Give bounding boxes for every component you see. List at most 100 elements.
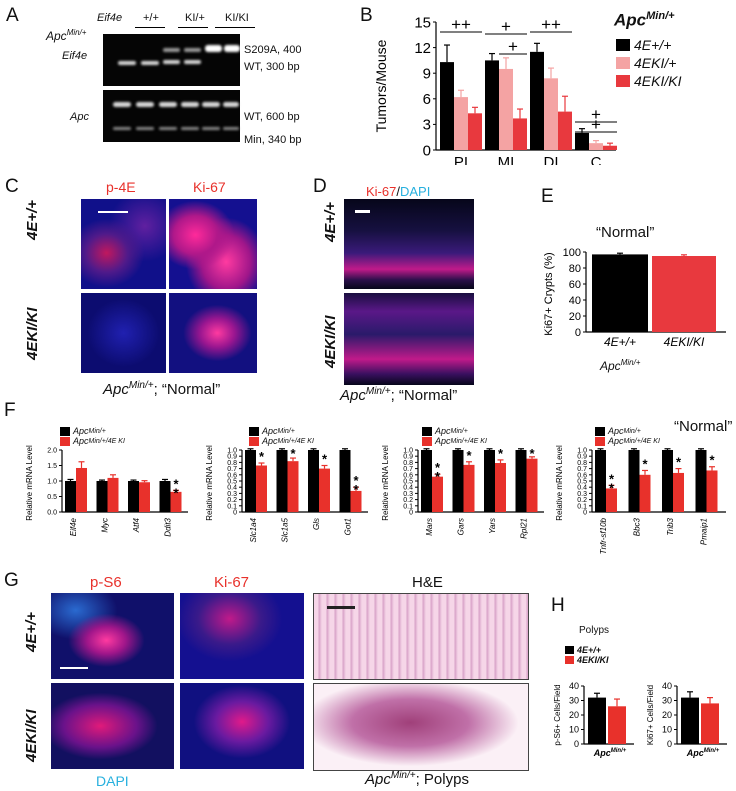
y-tick-label: 0.9 <box>227 454 237 461</box>
y-axis-label: Relative mRNA Level <box>555 445 564 521</box>
panel-h-label: H <box>551 595 565 616</box>
genotype-underline <box>135 27 165 28</box>
bar <box>128 481 139 512</box>
y-tick-label: 20 <box>569 710 579 720</box>
caption-g: ApcMin/+; Polyps <box>365 770 469 788</box>
bar <box>588 697 606 744</box>
bar <box>139 482 150 512</box>
y-axis-label: Ki67+ Cells/Field <box>646 685 655 745</box>
bar <box>170 491 182 512</box>
y-tick-label: 0.5 <box>577 478 587 485</box>
y-tick-label: 1.0 <box>227 447 237 454</box>
col-label-ps6: p-S6 <box>90 574 122 591</box>
y-tick-label: 0.9 <box>577 454 587 461</box>
y-tick-label: 0.7 <box>403 466 413 473</box>
y-tick-label: 40 <box>662 681 672 691</box>
chart-h-title: Polyps <box>579 625 610 636</box>
col-label-he: H&E <box>412 574 443 591</box>
y-tick-label: 0.7 <box>577 466 587 473</box>
legend-item: Apc Min/+ <box>595 426 660 436</box>
bar <box>287 461 299 512</box>
cross-label: ApcMin/+ <box>46 28 87 43</box>
y-tick-label: 1.0 <box>403 447 413 454</box>
significance-star: * <box>353 482 359 497</box>
x-tick-label: Got1 <box>344 518 353 535</box>
bar <box>681 697 699 744</box>
bar <box>575 132 589 150</box>
bar <box>595 450 606 512</box>
x-tick-label: DI <box>544 154 559 165</box>
row-label-ki: 4EKI/KI <box>322 315 339 368</box>
bar <box>96 481 108 512</box>
gel2-label: Apc <box>70 111 89 123</box>
col-label-ki67: Ki-67 <box>214 574 250 591</box>
legend-item: 4E+/+ <box>565 645 609 655</box>
y-tick-label: 0.8 <box>227 460 237 467</box>
row-label-ki: 4EKI/KI <box>23 709 40 762</box>
significance-star: * <box>709 453 715 468</box>
y-axis-label: Relative mRNA Level <box>25 445 34 521</box>
x-tick-label: Mars <box>425 518 434 536</box>
micrograph-p4e-wt <box>81 199 166 289</box>
y-tick-label: 1.0 <box>577 447 587 454</box>
y-tick-label: 0.4 <box>227 485 237 492</box>
x-tick-label: Eif4e <box>69 517 78 536</box>
legend-item: 4E+/+ <box>616 36 681 54</box>
x-tick-label: Rpl21 <box>520 518 529 539</box>
bar <box>107 477 119 512</box>
y-axis-label: Relative mRNA Level <box>381 445 390 521</box>
significance-star: * <box>642 456 648 471</box>
y-tick-label: 0 <box>583 509 587 516</box>
x-tick-label: MI <box>498 154 515 165</box>
bar <box>628 450 640 512</box>
ki67-cells-chart: Ki67+ Cells/Field 0 10 20 30 40 ApcMin/+ <box>646 681 727 758</box>
bar <box>592 254 648 332</box>
scale-bar <box>327 606 355 609</box>
significance-mark: + <box>501 17 511 36</box>
micrograph-ki67-dapi-wt <box>344 199 474 289</box>
micrograph-p4e-ki <box>81 293 166 373</box>
y-tick-label: 0.0 <box>47 509 57 516</box>
significance-star: * <box>609 480 615 495</box>
panel-g-label: G <box>4 570 19 591</box>
y-tick-label: 0.7 <box>227 466 237 473</box>
genotype-underline <box>215 27 255 28</box>
gel-image-apc <box>103 90 240 142</box>
mrna-chart-1: Relative mRNA Level 0.0 0.5 1.0 1.5 2.0 Eif4e M… <box>25 445 188 537</box>
band-label-wt-300: WT, 300 bp <box>244 61 300 73</box>
x-tick-label: Myc <box>101 518 110 533</box>
y-tick-label: 30 <box>569 696 579 706</box>
bar <box>308 450 319 512</box>
y-tick-label: 100 <box>563 247 581 259</box>
significance-star: * <box>173 485 179 500</box>
significance-star: * <box>435 460 441 475</box>
gene-row-label: Eif4e <box>97 12 123 24</box>
significance-star: * <box>529 446 535 461</box>
y-tick-label: 9 <box>423 65 431 82</box>
legend-title: ApcMin/+ <box>614 10 675 30</box>
y-tick-label: 12 <box>414 40 431 57</box>
y-tick-label: 6 <box>423 91 431 108</box>
genotype-ki-het: KI/+ <box>185 12 205 24</box>
significance-star: * <box>322 452 328 467</box>
band-label-wt-600: WT, 600 bp <box>244 111 300 123</box>
y-tick-label: 0.6 <box>403 472 413 479</box>
y-tick-label: 0.5 <box>227 478 237 485</box>
bar <box>673 472 684 512</box>
bar <box>639 474 651 512</box>
significance-mark: ++ <box>541 15 561 34</box>
bar <box>526 458 538 512</box>
micrograph-he-ki <box>313 683 529 771</box>
micrograph-ps6-ki <box>51 683 174 769</box>
significance-star: * <box>498 446 504 461</box>
legend-h: 4E+/+ 4EKI/KI <box>565 645 609 665</box>
bar <box>485 60 499 150</box>
significance-star: * <box>609 471 615 486</box>
bar <box>350 490 362 512</box>
bar <box>76 467 87 512</box>
legend-b: 4E+/+ 4EKI/+ 4EKI/KI <box>616 36 681 90</box>
micrograph-ki67-wt <box>169 199 257 289</box>
y-tick-label: 0.8 <box>403 460 413 467</box>
bar <box>463 464 475 512</box>
